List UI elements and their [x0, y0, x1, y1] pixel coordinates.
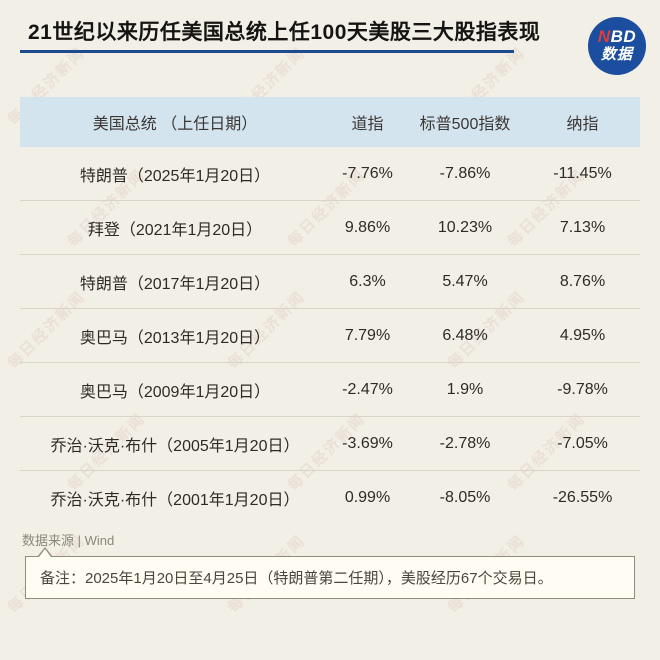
cell-president: 乔治·沃克·布什（2001年1月20日）: [50, 492, 300, 509]
title-underline: [20, 50, 514, 53]
cell-dow: 0.99%: [344, 489, 391, 506]
col-header-nasdaq: 纳指: [566, 116, 599, 133]
col-header-president: 美国总统 （上任日期）: [92, 116, 258, 133]
cell-sp500: -7.86%: [439, 164, 491, 182]
table-row: 特朗普（2025年1月20日） -7.76% -7.86% -11.45%: [20, 147, 640, 201]
table-row: 乔治·沃克·布什（2001年1月20日） 0.99% -8.05% -26.55%: [20, 471, 640, 525]
cell-nasdaq: 7.13%: [559, 218, 606, 236]
table-row: 乔治·沃克·布什（2005年1月20日） -3.69% -2.78% -7.05%: [20, 417, 640, 471]
cell-sp500: 10.23%: [437, 218, 493, 236]
cell-president: 特朗普（2017年1月20日）: [79, 275, 271, 293]
table-row: 奥巴马（2013年1月20日） 7.79% 6.48% 4.95%: [20, 309, 640, 363]
col-header-dow: 道指: [351, 116, 384, 133]
cell-dow: 6.3%: [349, 272, 386, 290]
cell-dow: -7.76%: [342, 164, 393, 182]
page-title: 21世纪以来历任美国总统上任100天美股三大股指表现: [28, 21, 541, 44]
nbd-logo-icon: NBD 数据: [588, 17, 646, 75]
col-header-sp500: 标普500指数: [419, 116, 511, 133]
cell-dow: 7.79%: [344, 326, 391, 344]
cell-sp500: -8.05%: [439, 489, 491, 506]
cell-nasdaq: 8.76%: [559, 272, 606, 290]
logo-letters-bd: BD: [610, 27, 637, 47]
note-text: 备注：2025年1月20日至4月25日（特朗普第二任期），美股经历67个交易日。: [40, 570, 553, 587]
data-source-label: 数据来源 | Wind: [22, 533, 115, 548]
cell-dow: 9.86%: [344, 218, 391, 236]
logo-text-nbd: NBD: [598, 28, 636, 47]
table-row: 奥巴马（2009年1月20日） -2.47% 1.9% -9.78%: [20, 363, 640, 417]
table-row: 特朗普（2017年1月20日） 6.3% 5.47% 8.76%: [20, 255, 640, 309]
cell-nasdaq: -11.45%: [553, 164, 612, 182]
cell-dow: -2.47%: [342, 380, 393, 398]
note-box: 备注：2025年1月20日至4月25日（特朗普第二任期），美股经历67个交易日。: [25, 547, 635, 599]
cell-nasdaq: -7.05%: [557, 434, 608, 452]
cell-sp500: 5.47%: [442, 272, 488, 290]
data-table: 美国总统 （上任日期） 道指 标普500指数 纳指 特朗普（2025年1月20日…: [20, 97, 640, 525]
cell-president: 奥巴马（2009年1月20日）: [79, 383, 271, 401]
cell-president: 乔治·沃克·布什（2005年1月20日）: [50, 437, 300, 455]
cell-nasdaq: -26.55%: [552, 489, 613, 506]
logo-letter-n: N: [597, 27, 611, 47]
cell-sp500: 1.9%: [446, 380, 484, 398]
logo-text-shuju: 数据: [600, 46, 633, 64]
cell-sp500: -2.78%: [439, 434, 491, 452]
table-row: 拜登（2021年1月20日） 9.86% 10.23% 7.13%: [20, 201, 640, 255]
cell-sp500: 6.48%: [442, 326, 488, 344]
cell-dow: -3.69%: [342, 434, 393, 452]
table-header-row: 美国总统 （上任日期） 道指 标普500指数 纳指: [20, 97, 640, 147]
cell-president: 奥巴马（2013年1月20日）: [79, 329, 271, 347]
cell-nasdaq: -9.78%: [557, 380, 608, 398]
cell-nasdaq: 4.95%: [559, 326, 606, 344]
cell-president: 特朗普（2025年1月20日）: [79, 167, 271, 185]
cell-president: 拜登（2021年1月20日）: [87, 221, 263, 239]
table-body: 特朗普（2025年1月20日） -7.76% -7.86% -11.45% 拜登（202…: [20, 147, 640, 525]
